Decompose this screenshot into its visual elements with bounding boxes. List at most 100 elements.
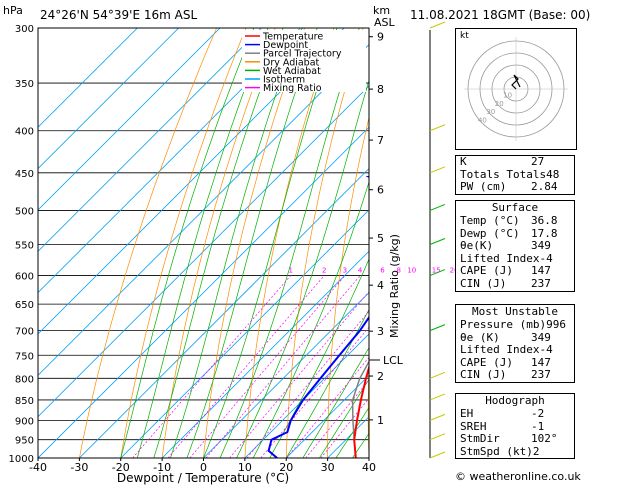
table-row: PW (cm) 2.84 — [456, 181, 574, 194]
isotherm-line — [38, 126, 369, 458]
row-label: StmDir — [460, 432, 500, 446]
row-label: PW (cm) — [460, 180, 507, 194]
dry-adiabat-line — [620, 28, 629, 458]
location-label: 24°26'N 54°39'E 16m ASL — [40, 8, 198, 22]
indices-table: K 27 Totals Totals 48 PW (cm) 2.84 — [455, 155, 575, 195]
isotherm-line — [79, 168, 369, 458]
table-title: Most Unstable — [471, 305, 559, 318]
wind-barb — [429, 413, 446, 421]
mixing-ratio-line — [189, 275, 346, 458]
hodograph-table: Hodograph EH -2 SREH -1 StmDir 102° StmSpd (kt)… — [455, 393, 575, 460]
row-value: 2 — [532, 444, 540, 458]
parcel-trajectory-line — [351, 360, 369, 458]
wet-adiabat-line — [153, 28, 284, 458]
table-row: K 27 — [456, 155, 574, 169]
mixing-ratio-label: 2 — [322, 267, 326, 275]
mixing-ratio-label: 4 — [358, 267, 363, 275]
height-tick-label: 6 — [377, 184, 384, 197]
hodograph-ring-label: 10 — [503, 91, 512, 99]
row-label: θe (K) — [460, 330, 500, 344]
pressure-tick-label: 350 — [15, 79, 34, 90]
x-axis-label: Dewpoint / Temperature (°C) — [117, 471, 289, 485]
wet-adiabat-line — [319, 378, 369, 458]
dry-adiabat-line — [408, 28, 452, 458]
pressure-unit-label: hPa — [3, 4, 23, 17]
hodograph-trace — [511, 74, 521, 90]
pressure-tick-label: 600 — [15, 272, 34, 283]
wind-barb — [429, 269, 446, 277]
wet-adiabat-line — [285, 308, 369, 458]
mixing-ratio-line — [205, 275, 361, 458]
table-row: CAPE (J) 147 — [456, 265, 574, 278]
wind-barb — [429, 203, 446, 211]
wet-adiabat-line — [136, 28, 269, 458]
temperature-tick-label: 20 — [279, 461, 293, 474]
legend-entry: Dry Adiabat — [263, 57, 320, 68]
table-title: Hodograph — [485, 394, 545, 407]
height-tick-label: 8 — [377, 83, 384, 96]
wind-barb — [429, 21, 446, 29]
table-row: θe(K) 349 — [456, 240, 574, 253]
row-label: CIN (J) — [460, 368, 507, 382]
most-unstable-table: Most Unstable Pressure (mb) 996 θe (K) 349 Li… — [455, 304, 575, 383]
pressure-tick-label: 850 — [15, 396, 34, 407]
row-value: 102° — [531, 432, 558, 446]
height-tick-label: 1 — [377, 414, 384, 427]
row-value: 349 — [531, 239, 551, 253]
dewpoint-line — [267, 175, 369, 458]
isotherm-line — [38, 28, 304, 294]
isotherm-line — [38, 28, 345, 335]
isotherm-line — [244, 333, 369, 458]
table-title: Surface — [491, 201, 539, 214]
mixing-ratio-line — [286, 356, 369, 458]
temperature-tick-label: -10 — [153, 461, 171, 474]
dry-adiabat-line — [244, 28, 335, 458]
row-value: 147 — [531, 355, 551, 369]
isotherm-line — [38, 85, 369, 418]
wet-adiabat-line — [252, 180, 369, 458]
mixing-ratio-label: 8 — [397, 267, 401, 275]
pressure-tick-label: 750 — [15, 351, 34, 362]
isotherm-line — [38, 28, 221, 211]
wind-barb — [429, 433, 446, 441]
wind-barb — [429, 371, 446, 379]
row-label: θe(K) — [460, 239, 494, 253]
wind-barb — [429, 393, 446, 401]
temperature-tick-label: -40 — [29, 461, 47, 474]
dry-adiabat-line — [285, 28, 364, 458]
dry-adiabat-line — [203, 28, 305, 458]
wet-adiabat-line — [186, 28, 318, 458]
row-label: StmSpd (kt) — [460, 444, 533, 458]
credit-label: © weatheronline.co.uk — [455, 470, 581, 483]
mixing-ratio-label: 6 — [380, 267, 385, 275]
isotherm-line — [38, 28, 179, 170]
row-value: 17.8 — [531, 226, 558, 240]
row-value: 996 — [546, 318, 566, 331]
table-row: Dewp (°C) 17.8 — [456, 226, 574, 241]
legend-entry: Dewpoint — [263, 40, 308, 51]
wet-adiabat-line — [120, 28, 255, 458]
pressure-tick-label: 300 — [15, 24, 34, 35]
isotherm-line — [38, 28, 262, 252]
mixing-ratio-label: 3 — [343, 267, 347, 275]
mixing-ratio-label: 15 — [432, 267, 441, 275]
table-row: CIN (J) 237 — [456, 277, 574, 291]
row-label: EH — [460, 407, 474, 420]
row-label: K — [460, 155, 467, 168]
table-row: Pressure (mb) 996 — [456, 318, 574, 332]
row-value: 349 — [531, 330, 551, 344]
row-label: Pressure (mb) — [460, 318, 547, 331]
row-label: CAPE (J) — [460, 355, 513, 369]
pressure-tick-label: 950 — [15, 436, 34, 447]
legend-box — [242, 30, 366, 92]
table-row: SREH -1 — [456, 420, 574, 434]
row-value: 2.84 — [531, 180, 558, 194]
mixing-ratio-line — [229, 291, 369, 458]
legend-entry: Isotherm — [263, 75, 305, 86]
pressure-tick-label: 550 — [15, 240, 34, 251]
temperature-tick-label: 10 — [238, 461, 252, 474]
temperature-tick-label: -20 — [112, 461, 130, 474]
row-value: -4 — [539, 343, 553, 357]
row-value: -2 — [531, 407, 545, 420]
hodograph-ring-label: 20 — [495, 100, 504, 108]
